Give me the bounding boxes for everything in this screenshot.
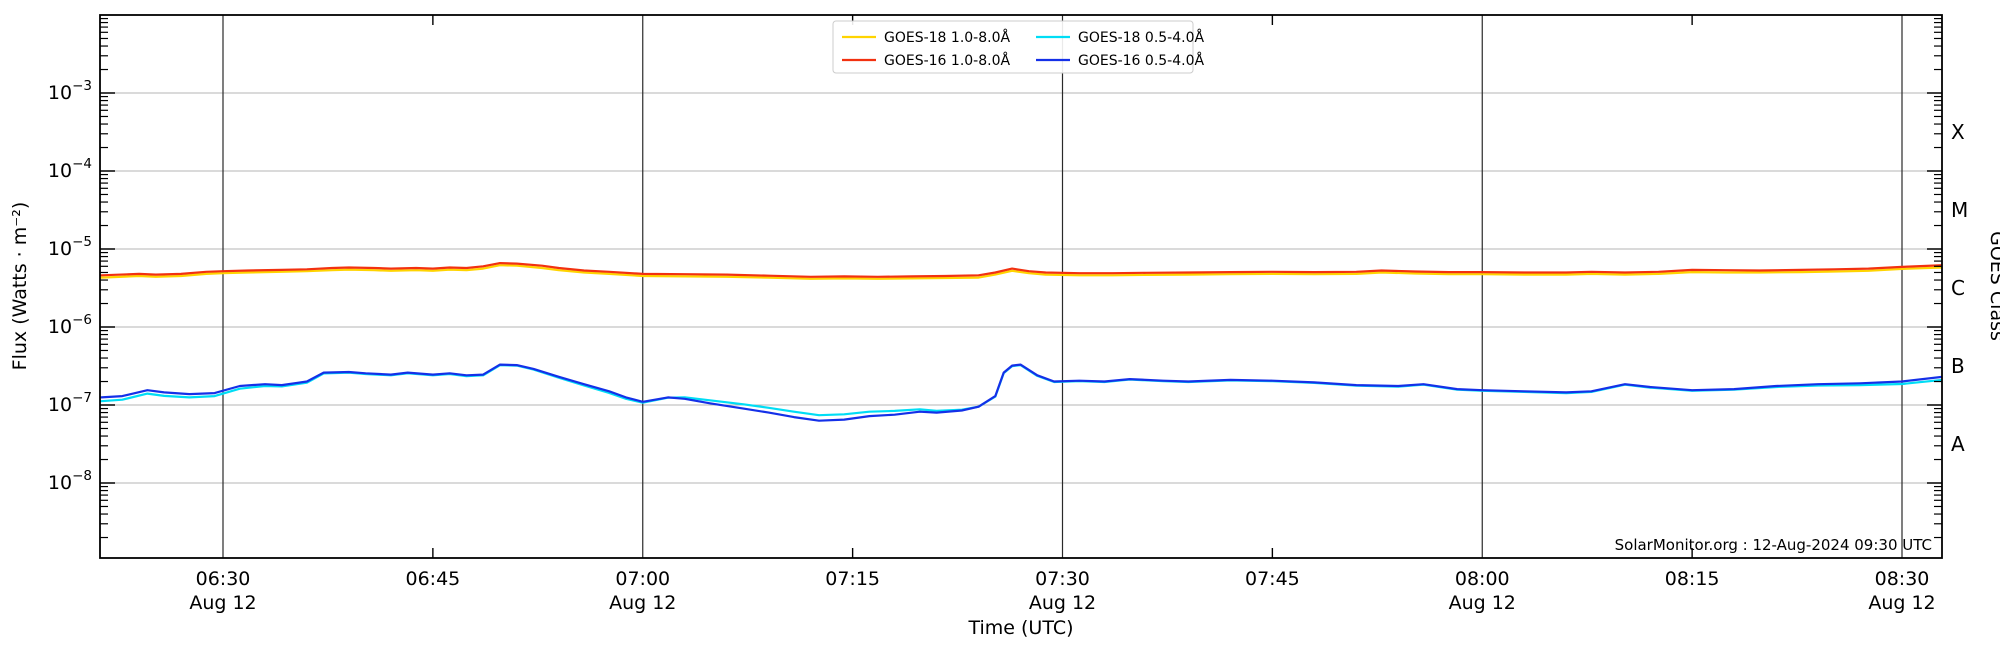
x-tick-time: 08:15	[1665, 568, 1720, 590]
x-tick-date: Aug 12	[1029, 592, 1096, 614]
x-tick-time: 06:30	[196, 568, 251, 590]
legend: GOES-18 1.0-8.0Å GOES-16 1.0-8.0Å GOES-1…	[832, 20, 1204, 74]
y-tick-label: 10−5	[48, 234, 92, 260]
series-line-goes-16-1-0-8-0-	[100, 262, 1942, 278]
goes-class-C: C	[1951, 276, 1965, 300]
goes-class-B: B	[1951, 354, 1965, 378]
x-tick-time: 07:30	[1035, 568, 1090, 590]
x-tick-time: 07:15	[825, 568, 880, 590]
series-line-goes-16-0-5-4-0-	[100, 363, 1942, 422]
x-axis-title: Time (UTC)	[967, 617, 1073, 639]
goes-class-A: A	[1951, 432, 1965, 456]
x-tick-time: 08:30	[1875, 568, 1930, 590]
source-annotation: SolarMonitor.org : 12-Aug-2024 09:30 UTC	[1615, 536, 1932, 554]
legend-label-goes18-long: GOES-18 1.0-8.0Å	[884, 29, 1010, 46]
y-tick-label: 10−3	[48, 78, 92, 104]
x-tick-time: 06:45	[405, 568, 460, 590]
legend-box	[832, 20, 1194, 74]
horizontal-gridlines	[100, 92, 1942, 484]
x-tick-time: 08:00	[1455, 568, 1510, 590]
x-tick-date: Aug 12	[189, 592, 256, 614]
y-tick-label: 10−8	[48, 468, 92, 494]
x-tick-date: Aug 12	[1449, 592, 1516, 614]
legend-label-goes16-long: GOES-16 1.0-8.0Å	[884, 52, 1010, 69]
y-axis-title: Flux (Watts · m⁻²)	[9, 202, 31, 371]
series-line-goes-18-1-0-8-0-	[100, 264, 1942, 280]
vertical-gridlines	[222, 15, 1903, 558]
legend-label-goes16-short: GOES-16 0.5-4.0Å	[1078, 52, 1204, 69]
x-tick-date: Aug 12	[1868, 592, 1935, 614]
y-tick-label: 10−6	[48, 312, 92, 338]
data-series	[100, 262, 1942, 422]
axis-ticks	[100, 15, 1942, 558]
legend-label-goes18-short: GOES-18 0.5-4.0Å	[1078, 29, 1204, 46]
y-tick-label: 10−7	[48, 390, 92, 416]
y-tick-label: 10−4	[48, 156, 92, 182]
plot-border	[99, 14, 1943, 559]
right-axis-title: GOES Class	[1986, 231, 2000, 341]
y-tick-labels: 10−3 10−4 10−5 10−6 10−7 10−8	[48, 78, 92, 494]
goes-class-letters: X M C B A	[1951, 120, 1968, 456]
goes-class-M: M	[1951, 198, 1968, 222]
x-tick-time: 07:00	[615, 568, 670, 590]
x-tick-time: 07:45	[1245, 568, 1300, 590]
series-line-goes-18-0-5-4-0-	[100, 364, 1942, 417]
x-tick-date: Aug 12	[609, 592, 676, 614]
goes-class-X: X	[1951, 120, 1965, 144]
